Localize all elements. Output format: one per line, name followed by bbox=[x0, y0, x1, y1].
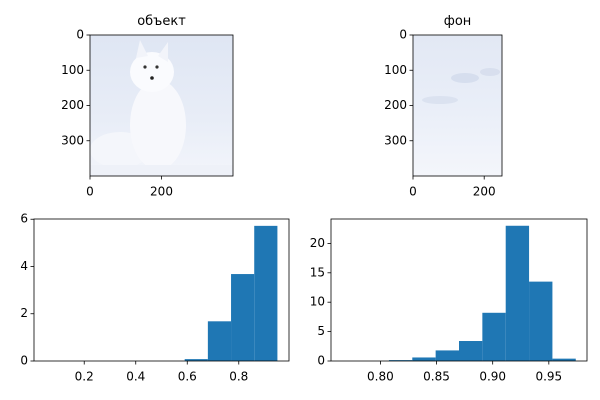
y-tick-label: 200 bbox=[61, 98, 84, 112]
y-tick-label: 6 bbox=[20, 212, 28, 226]
x-tick-label: 200 bbox=[473, 185, 496, 199]
x-tick-label: 0.4 bbox=[126, 370, 145, 384]
histogram-bar bbox=[552, 358, 576, 361]
y-tick-label: 20 bbox=[310, 236, 325, 250]
x-tick-label: 0.6 bbox=[178, 370, 197, 384]
axes-frame bbox=[412, 34, 503, 177]
x-tick-label: 0 bbox=[409, 185, 417, 199]
histogram-bar bbox=[435, 350, 459, 361]
y-tick-label: 10 bbox=[310, 295, 325, 309]
y-tick-label: 300 bbox=[384, 133, 407, 147]
axes-frame bbox=[89, 34, 234, 177]
x-tick-label: 0.90 bbox=[479, 370, 506, 384]
x-tick-label: 0.80 bbox=[367, 370, 394, 384]
x-tick-label: 0 bbox=[86, 185, 94, 199]
axes-frame bbox=[33, 218, 290, 362]
background-image bbox=[413, 35, 502, 176]
y-tick-label: 0 bbox=[76, 28, 84, 42]
y-tick-label: 0 bbox=[399, 28, 407, 42]
histogram-bar bbox=[529, 281, 553, 361]
y-tick-label: 300 bbox=[61, 133, 84, 147]
histogram-bar bbox=[184, 359, 208, 361]
y-tick-label: 15 bbox=[310, 265, 325, 279]
histogram-bar bbox=[459, 341, 483, 361]
histogram-bar bbox=[505, 225, 530, 361]
axes-frame bbox=[330, 218, 588, 362]
y-tick-label: 0 bbox=[20, 354, 28, 368]
histogram-bar bbox=[482, 312, 506, 361]
histogram-bar bbox=[231, 274, 255, 361]
y-tick-label: 100 bbox=[61, 63, 84, 77]
subplot-title: фон bbox=[444, 14, 472, 29]
x-tick-label: 0.85 bbox=[423, 370, 450, 384]
x-tick-label: 0.2 bbox=[75, 370, 94, 384]
x-tick-label: 0.8 bbox=[229, 370, 248, 384]
histogram-bar bbox=[412, 357, 436, 361]
subplot-title: объект bbox=[137, 14, 186, 29]
x-tick-label: 200 bbox=[150, 185, 173, 199]
y-tick-label: 200 bbox=[384, 98, 407, 112]
y-tick-label: 2 bbox=[20, 306, 28, 320]
histogram-bar bbox=[388, 360, 413, 361]
y-tick-label: 0 bbox=[317, 354, 325, 368]
fox-image bbox=[90, 35, 233, 176]
x-tick-label: 0.95 bbox=[535, 370, 562, 384]
y-tick-label: 100 bbox=[384, 63, 407, 77]
histogram-bar bbox=[207, 321, 232, 361]
y-tick-label: 4 bbox=[20, 259, 28, 273]
histogram-bar bbox=[254, 225, 278, 361]
y-tick-label: 5 bbox=[317, 324, 325, 338]
